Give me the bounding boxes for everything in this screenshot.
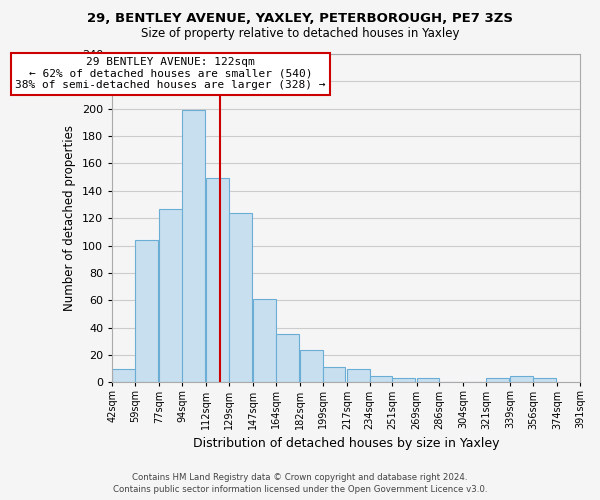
Bar: [229, 212, 251, 382]
Y-axis label: Number of detached properties: Number of detached properties: [64, 125, 76, 311]
Bar: [323, 368, 346, 382]
Bar: [135, 240, 158, 382]
Bar: [511, 376, 533, 382]
Bar: [206, 178, 229, 382]
Bar: [486, 378, 509, 382]
Text: 29, BENTLEY AVENUE, YAXLEY, PETERBOROUGH, PE7 3ZS: 29, BENTLEY AVENUE, YAXLEY, PETERBOROUGH…: [87, 12, 513, 26]
Bar: [112, 368, 135, 382]
X-axis label: Distribution of detached houses by size in Yaxley: Distribution of detached houses by size …: [193, 437, 499, 450]
Bar: [347, 368, 370, 382]
Bar: [300, 350, 323, 382]
Bar: [416, 378, 439, 382]
Bar: [276, 334, 299, 382]
Bar: [182, 110, 205, 382]
Bar: [253, 299, 276, 382]
Bar: [159, 208, 182, 382]
Bar: [370, 376, 392, 382]
Bar: [533, 378, 556, 382]
Text: Contains HM Land Registry data © Crown copyright and database right 2024.
Contai: Contains HM Land Registry data © Crown c…: [113, 472, 487, 494]
Text: 29 BENTLEY AVENUE: 122sqm
← 62% of detached houses are smaller (540)
38% of semi: 29 BENTLEY AVENUE: 122sqm ← 62% of detac…: [16, 57, 326, 90]
Text: Size of property relative to detached houses in Yaxley: Size of property relative to detached ho…: [141, 28, 459, 40]
Bar: [392, 378, 415, 382]
